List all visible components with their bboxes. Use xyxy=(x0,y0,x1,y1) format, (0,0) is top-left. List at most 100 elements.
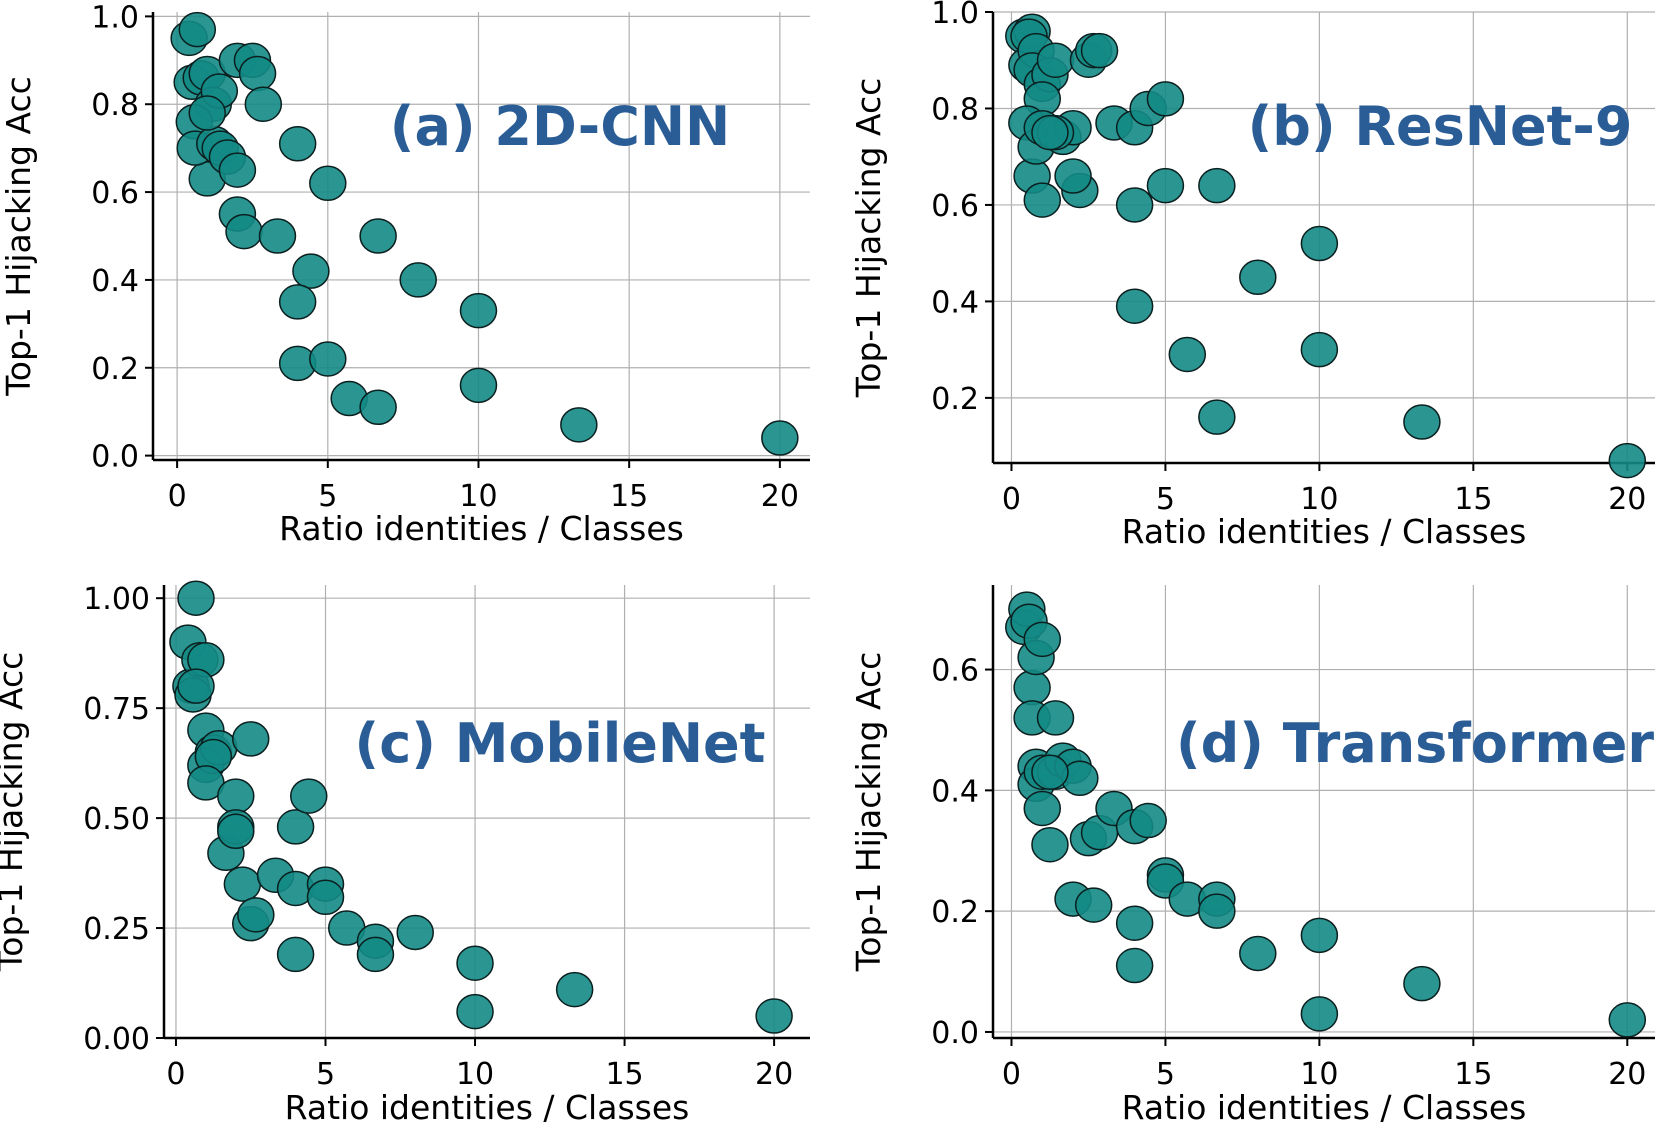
data-point xyxy=(1300,331,1339,368)
x-tick-label: 20 xyxy=(755,1057,793,1092)
data-point xyxy=(459,367,498,404)
x-tick-label: 10 xyxy=(1300,482,1338,517)
data-point xyxy=(225,213,263,250)
panel-1: 0 5 10 15 20 0.0 0.2 0.4 0.6 0.8 1.0 Ratio identiti… xyxy=(0,0,810,548)
data-point xyxy=(223,866,262,902)
data-point xyxy=(1403,404,1441,440)
y-tick-label: 0.6 xyxy=(91,176,139,211)
data-point xyxy=(309,165,347,202)
data-point xyxy=(1403,965,1441,1002)
data-point xyxy=(1198,893,1236,929)
x-tick-label: 0 xyxy=(168,479,187,514)
data-point xyxy=(755,998,793,1034)
x-axis-title: Ratio identities / Classes xyxy=(1122,512,1527,551)
y-tick-label: 0.25 xyxy=(83,912,150,947)
data-point xyxy=(1300,996,1339,1032)
data-point xyxy=(1300,225,1339,262)
data-point xyxy=(1608,442,1647,479)
data-point xyxy=(359,389,397,426)
data-point xyxy=(1115,905,1154,941)
panel-title: (c) MobileNet xyxy=(355,712,766,775)
data-point xyxy=(258,218,297,254)
data-point xyxy=(1608,1002,1647,1038)
data-point xyxy=(188,95,226,131)
y-tick-label: 1.0 xyxy=(931,0,979,31)
data-point xyxy=(1146,167,1185,204)
data-point xyxy=(456,993,494,1030)
data-point xyxy=(560,407,598,443)
y-tick-label: 0.4 xyxy=(931,774,979,809)
data-point xyxy=(1300,917,1339,954)
data-point xyxy=(276,809,315,845)
data-point xyxy=(1074,887,1113,923)
data-point xyxy=(292,253,330,289)
y-tick-label: 0.8 xyxy=(931,92,979,127)
data-point xyxy=(1031,826,1069,863)
data-point xyxy=(217,778,255,814)
x-tick-label: 5 xyxy=(318,479,337,514)
y-tick-label: 0.75 xyxy=(83,692,150,727)
x-tick-label: 15 xyxy=(1454,1057,1492,1092)
y-axis-title: Top-1 Hijacking Acc xyxy=(0,652,30,973)
data-point xyxy=(217,813,255,850)
data-point xyxy=(276,936,315,973)
data-point xyxy=(290,778,328,814)
data-point xyxy=(278,126,317,162)
y-tick-label: 0.0 xyxy=(91,440,139,475)
panel-title: (d) Transformer xyxy=(1176,712,1654,775)
x-tick-label: 15 xyxy=(1454,482,1492,517)
panel-3: 0 5 10 15 20 0.00 0.25 0.50 0.75 1.00 Ratio identi… xyxy=(0,580,810,1127)
data-point xyxy=(1031,114,1069,151)
panel-title: (b) ResNet-9 xyxy=(1248,95,1633,158)
data-point xyxy=(1239,259,1277,296)
x-tick-label: 5 xyxy=(1156,1057,1175,1092)
y-axis-title: Top-1 Hijacking Acc xyxy=(0,76,38,397)
data-point xyxy=(278,284,317,320)
data-point xyxy=(1115,288,1154,324)
y-tick-label: 1.00 xyxy=(83,582,150,617)
y-tick-label: 0.8 xyxy=(91,88,139,123)
data-point xyxy=(238,55,277,92)
x-tick-label: 5 xyxy=(316,1057,335,1092)
data-point xyxy=(456,945,494,981)
data-point xyxy=(1198,167,1236,204)
data-point xyxy=(1036,700,1075,736)
data-point xyxy=(1115,947,1154,984)
data-point xyxy=(177,668,215,704)
data-point xyxy=(306,879,345,916)
x-tick-label: 5 xyxy=(1156,482,1175,517)
data-point xyxy=(1239,935,1277,972)
data-point xyxy=(1129,802,1167,839)
data-point xyxy=(1013,669,1051,706)
data-point xyxy=(459,292,498,329)
x-tick-label: 20 xyxy=(1608,1057,1646,1092)
y-tick-label: 0.50 xyxy=(83,802,150,837)
x-axis-title: Ratio identities / Classes xyxy=(279,509,684,548)
x-tick-label: 10 xyxy=(456,1057,494,1092)
y-tick-label: 0.2 xyxy=(931,895,979,930)
data-point xyxy=(1198,399,1236,435)
x-tick-label: 15 xyxy=(605,1057,643,1092)
x-tick-label: 10 xyxy=(1300,1057,1338,1092)
data-point xyxy=(237,897,275,933)
data-point xyxy=(177,580,215,616)
x-tick-label: 15 xyxy=(610,479,648,514)
data-point xyxy=(1115,187,1154,223)
data-point xyxy=(1080,32,1119,69)
data-point xyxy=(1168,336,1207,373)
data-point xyxy=(309,341,347,377)
y-axis-title: Top-1 Hijacking Acc xyxy=(849,78,888,399)
x-axis-title: Ratio identities / Classes xyxy=(1122,1088,1527,1127)
data-point xyxy=(761,420,799,456)
y-tick-label: 0.6 xyxy=(931,189,979,224)
y-tick-label: 0.00 xyxy=(83,1022,150,1057)
panel-title: (a) 2D-CNN xyxy=(390,95,730,158)
panel-2: 0 5 10 15 20 0.2 0.4 0.6 0.8 1.0 Ratio identities … xyxy=(849,0,1655,551)
data-point xyxy=(399,262,437,298)
data-point xyxy=(359,218,397,254)
data-point xyxy=(1023,790,1062,827)
data-point xyxy=(396,914,434,951)
y-tick-label: 0.2 xyxy=(931,382,979,417)
data-point xyxy=(1054,158,1092,194)
x-tick-label: 20 xyxy=(761,479,799,514)
